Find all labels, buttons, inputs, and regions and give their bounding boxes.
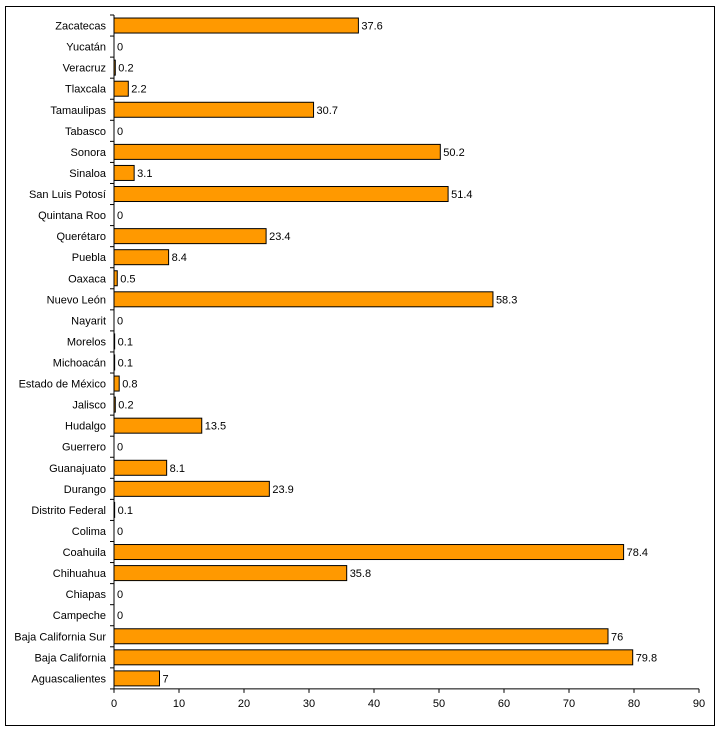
data-label: 23.9 bbox=[272, 484, 293, 496]
category-label: Tabasco bbox=[65, 126, 106, 138]
data-label: 0.5 bbox=[120, 273, 135, 285]
data-label: 7 bbox=[163, 673, 169, 685]
bar bbox=[113, 628, 609, 645]
chart-frame bbox=[5, 6, 715, 726]
data-label: 0 bbox=[117, 526, 123, 538]
bar bbox=[113, 101, 315, 118]
x-tick-label: 60 bbox=[498, 698, 510, 710]
bar bbox=[113, 670, 160, 687]
bar bbox=[113, 291, 494, 308]
category-label: Chiapas bbox=[66, 589, 107, 601]
data-label: 8.4 bbox=[172, 252, 187, 264]
bar bbox=[113, 375, 120, 392]
data-label: 8.1 bbox=[170, 463, 185, 475]
data-label: 0 bbox=[117, 315, 123, 327]
category-label: Guanajuato bbox=[49, 463, 106, 475]
x-tick-label: 70 bbox=[563, 698, 575, 710]
data-label: 0.2 bbox=[118, 63, 133, 75]
data-label: 51.4 bbox=[451, 189, 472, 201]
data-label: 0 bbox=[117, 210, 123, 222]
data-label: 37.6 bbox=[361, 21, 382, 33]
bar bbox=[113, 164, 135, 181]
category-label: San Luis Potosí bbox=[29, 189, 106, 201]
category-label: Baja California Sur bbox=[14, 631, 106, 643]
data-label: 35.8 bbox=[350, 568, 371, 580]
bar bbox=[113, 417, 203, 434]
bar bbox=[113, 649, 634, 666]
category-label: Sinaloa bbox=[69, 168, 107, 180]
category-label: Estado de México bbox=[19, 379, 106, 391]
data-label: 76 bbox=[611, 631, 623, 643]
category-label: Jalisco bbox=[72, 400, 106, 412]
data-label: 3.1 bbox=[137, 168, 152, 180]
category-label: Baja California bbox=[34, 652, 106, 664]
bar bbox=[113, 459, 168, 476]
x-tick-label: 40 bbox=[368, 698, 380, 710]
bar bbox=[113, 565, 348, 582]
x-tick-label: 20 bbox=[238, 698, 250, 710]
data-label: 0.2 bbox=[118, 400, 133, 412]
data-label: 0 bbox=[117, 610, 123, 622]
category-label: Morelos bbox=[67, 336, 107, 348]
category-label: Distrito Federal bbox=[31, 505, 106, 517]
category-label: Quintana Roo bbox=[38, 210, 106, 222]
category-label: Chihuahua bbox=[53, 568, 107, 580]
data-label: 23.4 bbox=[269, 231, 290, 243]
category-label: Durango bbox=[64, 484, 106, 496]
category-label: Campeche bbox=[53, 610, 106, 622]
bar bbox=[113, 80, 129, 97]
category-label: Nuevo León bbox=[47, 294, 106, 306]
bar bbox=[113, 186, 449, 203]
data-label: 0 bbox=[117, 589, 123, 601]
x-tick-label: 90 bbox=[693, 698, 705, 710]
data-label: 58.3 bbox=[496, 294, 517, 306]
bar bbox=[113, 228, 267, 245]
bar bbox=[113, 249, 170, 266]
data-label: 79.8 bbox=[636, 652, 657, 664]
category-label: Michoacán bbox=[53, 357, 106, 369]
category-label: Guerrero bbox=[62, 442, 106, 454]
data-label: 13.5 bbox=[205, 421, 226, 433]
category-label: Nayarit bbox=[71, 315, 106, 327]
data-label: 50.2 bbox=[443, 147, 464, 159]
category-label: Querétaro bbox=[56, 231, 106, 243]
category-label: Tlaxcala bbox=[65, 84, 107, 96]
x-tick-label: 80 bbox=[628, 698, 640, 710]
bar bbox=[113, 143, 441, 160]
x-tick-label: 50 bbox=[433, 698, 445, 710]
x-tick-label: 10 bbox=[173, 698, 185, 710]
bar bbox=[113, 17, 359, 34]
x-tick-label: 30 bbox=[303, 698, 315, 710]
category-label: Coahuila bbox=[63, 547, 107, 559]
category-label: Sonora bbox=[71, 147, 107, 159]
data-label: 78.4 bbox=[627, 547, 648, 559]
category-label: Yucatán bbox=[66, 42, 106, 54]
category-label: Colima bbox=[72, 526, 107, 538]
category-label: Zacatecas bbox=[55, 21, 106, 33]
category-label: Veracruz bbox=[63, 63, 106, 75]
data-label: 0 bbox=[117, 126, 123, 138]
data-label: 0.8 bbox=[122, 379, 137, 391]
data-label: 30.7 bbox=[317, 105, 338, 117]
category-label: Hudalgo bbox=[65, 421, 106, 433]
category-label: Tamaulipas bbox=[50, 105, 106, 117]
bar bbox=[113, 480, 270, 497]
data-label: 0 bbox=[117, 442, 123, 454]
data-label: 2.2 bbox=[131, 84, 146, 96]
data-label: 0.1 bbox=[118, 336, 133, 348]
category-label: Aguascalientes bbox=[31, 673, 106, 685]
category-label: Oaxaca bbox=[68, 273, 107, 285]
data-label: 0.1 bbox=[118, 357, 133, 369]
x-tick-label: 0 bbox=[111, 698, 117, 710]
category-label: Puebla bbox=[72, 252, 107, 264]
data-label: 0 bbox=[117, 42, 123, 54]
data-label: 0.1 bbox=[118, 505, 133, 517]
bar bbox=[113, 544, 625, 561]
